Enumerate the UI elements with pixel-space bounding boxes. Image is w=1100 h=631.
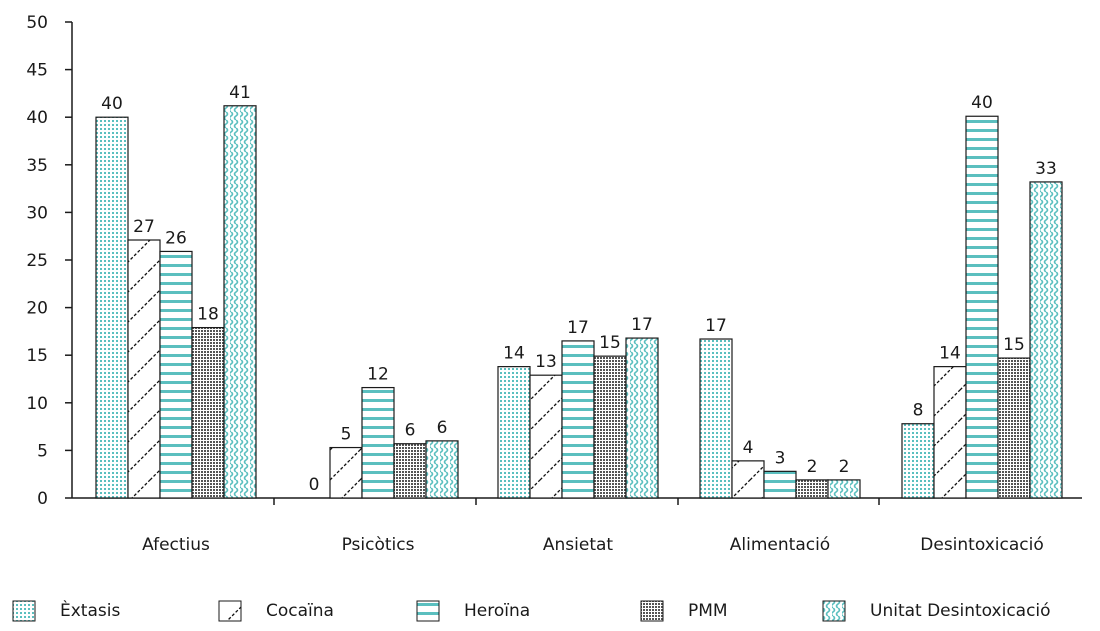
legend-item: Unitat Desintoxicació [822,596,1051,626]
legend-label: PMM [688,601,728,621]
y-tick-label: 20 [26,299,48,319]
bar-pmm [997,357,1031,499]
bars [95,105,1063,499]
bar-èxtasis [95,116,129,499]
data-label: 15 [1003,335,1025,355]
data-label: 13 [535,352,557,372]
legend-label: Heroïna [464,601,531,621]
data-label: 41 [229,83,251,103]
data-label: 12 [367,365,389,385]
bar-pmm [795,479,829,499]
y-tick-label: 35 [26,156,48,176]
bar-èxtasis [901,423,935,499]
bar-unitat-desintoxicació [827,479,861,499]
data-label: 15 [599,333,621,353]
legend-swatch [416,600,440,622]
bar-heroïna [159,250,193,499]
y-tick-label: 50 [26,13,48,33]
y-tick-label: 25 [26,251,48,271]
y-tick-label: 5 [37,441,48,461]
bar-èxtasis [699,338,733,499]
bar-èxtasis [497,366,531,499]
legend-swatch [640,600,664,622]
y-tick-label: 10 [26,394,48,414]
data-label: 14 [939,344,961,364]
bar-heroïna [965,115,999,499]
data-label: 8 [913,401,924,421]
x-category-label: Alimentació [730,535,830,555]
bar-pmm [393,443,427,499]
legend-swatch [822,600,846,622]
bar-cocaïna [329,446,363,499]
bar-cocaïna [731,460,765,499]
legend-label: Cocaïna [266,601,334,621]
y-tick-label: 0 [37,489,48,509]
legend-label: Unitat Desintoxicació [870,601,1051,621]
bar-heroïna [561,340,595,499]
data-label: 2 [839,457,850,477]
data-label: 14 [503,344,525,364]
legend-swatch [12,600,36,622]
x-category-label: Ansietat [543,535,614,555]
x-category-label: Desintoxicació [920,535,1043,555]
bar-unitat-desintoxicació [223,105,257,499]
legend-item: Heroïna [416,596,530,626]
legend: Èxtasis Cocaïna Heroïna PMM Unitat Desintoxi… [0,596,1100,626]
bar-pmm [593,355,627,499]
legend-item: Cocaïna [218,596,334,626]
bar-pmm [191,326,225,499]
bar-unitat-desintoxicació [425,440,459,499]
data-label: 27 [133,217,155,237]
y-axis: 0 5 10 15 20 25 30 35 40 45 50 [26,13,73,509]
data-label: 17 [705,316,727,336]
data-label: 40 [971,93,993,113]
legend-swatch [218,600,242,622]
data-label: 4 [743,438,754,458]
y-tick-label: 45 [26,61,48,81]
data-label: 3 [775,448,786,468]
y-tick-label: 15 [26,346,48,366]
y-tick-label: 40 [26,108,48,128]
y-tick-label: 30 [26,203,48,223]
data-label: 6 [437,418,448,438]
bar-heroïna [763,470,797,499]
data-label: 0 [309,475,320,495]
data-label: 18 [197,305,219,325]
data-labels: 40 0 14 17 8 27 5 13 4 14 26 12 17 3 40 18 6 15 2 15 41 6 17 2 3… [101,83,1057,495]
data-label: 5 [341,425,352,445]
bar-cocaïna [933,366,967,499]
data-label: 33 [1035,159,1057,179]
legend-item: PMM [640,596,728,626]
x-category-label: Psicòtics [342,535,415,555]
data-label: 26 [165,228,187,248]
legend-label: Èxtasis [60,601,121,621]
data-label: 2 [807,457,818,477]
bar-unitat-desintoxicació [1029,181,1063,499]
x-axis: Afectius Psicòtics Ansietat Alimentació Desi… [72,497,1082,555]
bar-unitat-desintoxicació [625,337,659,499]
data-label: 17 [631,315,653,335]
data-label: 17 [567,318,589,338]
data-label: 6 [405,421,416,441]
legend-item: Èxtasis [12,596,120,626]
data-label: 40 [101,94,123,114]
x-category-label: Afectius [142,535,210,555]
bar-heroïna [361,386,395,499]
bar-cocaïna [127,239,161,499]
bar-cocaïna [529,374,563,499]
